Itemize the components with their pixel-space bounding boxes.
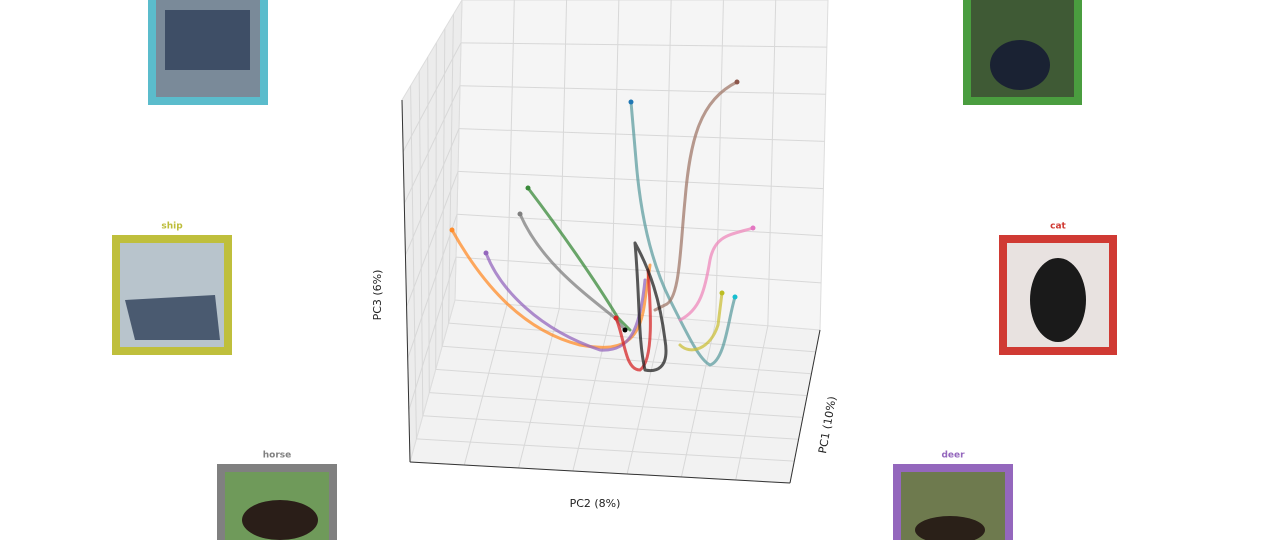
- panel-label: deer: [941, 451, 965, 461]
- grid-line: [448, 14, 454, 324]
- grid-line: [455, 256, 822, 284]
- grid-line: [427, 57, 430, 393]
- grid-line: [406, 171, 459, 308]
- grid-line: [408, 256, 457, 411]
- grid-line: [558, 0, 568, 309]
- trajectory: [633, 241, 668, 373]
- trajectory: [629, 100, 737, 367]
- axis-label: PC1 (10%): [816, 395, 839, 454]
- z-axis: [401, 99, 411, 463]
- axis-label: PC2 (8%): [570, 497, 621, 510]
- grid-line: [403, 85, 461, 204]
- grid-line: [715, 0, 724, 322]
- trajectory: [653, 80, 739, 312]
- grid-line: [435, 42, 437, 370]
- grid-line: [442, 345, 812, 375]
- trajectory: [518, 212, 627, 332]
- grid-line: [463, 304, 508, 466]
- grid-line: [410, 85, 417, 439]
- y-axis: [789, 329, 821, 484]
- grid-line: [404, 128, 460, 256]
- grid-line: [626, 317, 665, 475]
- image-panel: horse: [217, 451, 337, 540]
- trajectory: [450, 228, 652, 349]
- grid-line: [435, 368, 808, 397]
- grid-line: [402, 42, 462, 152]
- axis-label: PC3 (6%): [371, 270, 384, 321]
- grid-line: [457, 170, 824, 190]
- trajectory: [484, 251, 647, 352]
- grid-line: [416, 438, 795, 462]
- image-panel: cat: [999, 222, 1117, 355]
- grid-line: [460, 42, 827, 48]
- grid-line: [680, 321, 717, 478]
- grid-line: [506, 0, 515, 305]
- grid-line: [458, 128, 825, 142]
- grid-line: [572, 312, 612, 472]
- grid-line: [663, 0, 672, 318]
- trajectory: [614, 268, 652, 372]
- grid-line: [422, 415, 799, 440]
- grid-line: [429, 392, 803, 418]
- floor-pane: [409, 299, 821, 484]
- panel-label: horse: [263, 451, 292, 461]
- trajectory: [678, 291, 724, 352]
- grid-line: [456, 213, 823, 237]
- x-axis: [409, 461, 791, 484]
- image-panel: [148, 0, 268, 105]
- image-panel: [963, 0, 1082, 105]
- grid-line: [767, 0, 777, 326]
- grid-line: [459, 85, 826, 95]
- panel-label: ship: [161, 222, 183, 232]
- grid-line: [610, 0, 620, 313]
- trajectories: [449, 79, 756, 373]
- image-panel: deer: [893, 451, 1013, 540]
- plot-3d: PC2 (8%) PC1 (10%) PC3 (6%): [371, 0, 839, 510]
- grid-line: [735, 325, 769, 481]
- grid-line: [407, 214, 458, 359]
- grid-line: [418, 71, 424, 416]
- trajectory: [526, 186, 632, 332]
- endpoints: [449, 79, 756, 333]
- trajectory: [678, 226, 755, 322]
- image-panel: ship: [112, 222, 232, 355]
- grid-line: [441, 28, 446, 347]
- panel-label: cat: [1050, 222, 1066, 232]
